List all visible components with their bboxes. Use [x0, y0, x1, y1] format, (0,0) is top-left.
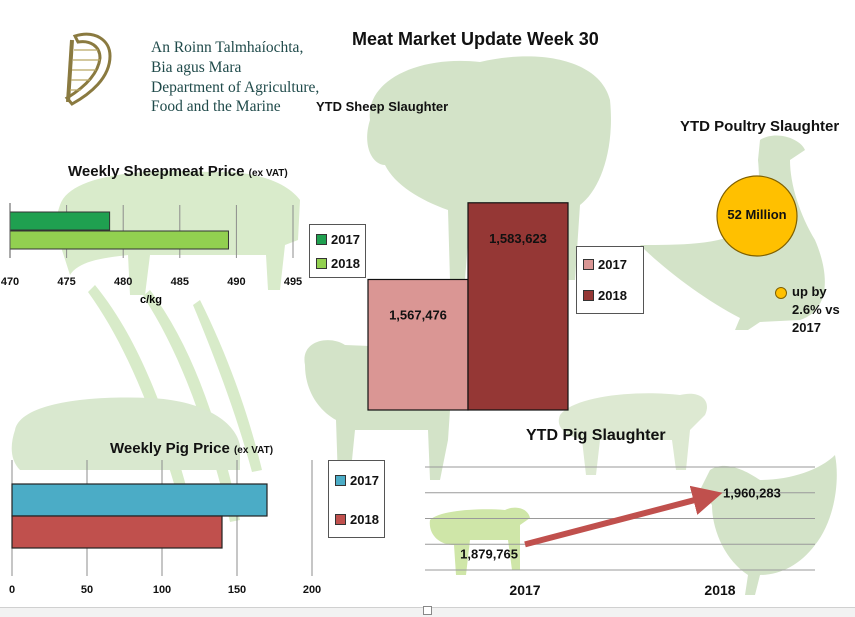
x-tick-label: 100 [152, 584, 172, 596]
x-tick-label: 0 [8, 584, 16, 596]
bar-2017 [11, 483, 268, 517]
data-label-2018: 1,960,283 [723, 486, 781, 501]
logo-line-2: Bia agus Mara [151, 59, 242, 76]
poultry-bubble-label: 52 Million [727, 207, 787, 222]
data-label-2017: 1,567,476 [389, 307, 447, 322]
x-tick-label: 50 [80, 584, 94, 596]
x-tick-label: 475 [57, 276, 76, 288]
pig-legend-2018: 2018 [335, 512, 379, 527]
sheep-silhouette-icon [367, 56, 611, 281]
bar-2017 [9, 211, 111, 231]
poultry-note-line-1: up by [792, 284, 827, 299]
x-tick-label: 480 [114, 276, 133, 288]
x-category-label: 2017 [509, 582, 540, 598]
poultry-note-dot-icon [775, 287, 787, 299]
poultry-bubble-circle [716, 175, 798, 257]
sheepmeat-price-legend: 2017 2018 [309, 224, 366, 278]
bar-2018 [9, 230, 229, 250]
pig-price-title-main: Weekly Pig Price [110, 440, 230, 457]
poultry-note-line-3: 2017 [792, 320, 821, 335]
slaughter-legend-2018: 2018 [583, 288, 627, 303]
hen-silhouette-icon [700, 455, 837, 595]
bar-2018 [11, 515, 223, 549]
slaughter-legend-2017: 2017 [583, 257, 627, 272]
legend-label-2017: 2017 [598, 257, 627, 272]
x-category-label: 2018 [704, 582, 735, 598]
logo-line-1: An Roinn Talmhaíochta, [151, 39, 304, 56]
pig-price-chart [11, 460, 313, 576]
harp-icon [64, 32, 112, 106]
legend-label-2017: 2017 [331, 232, 360, 247]
logo-line-4: Food and the Marine [151, 98, 281, 115]
poultry-bubble [716, 175, 798, 257]
bar-2017 [367, 278, 469, 411]
sheepmeat-price-title: Weekly Sheepmeat Price (ex VAT) [68, 163, 288, 180]
sheepmeat-legend-2018: 2018 [316, 256, 360, 271]
legend-label-2017: 2017 [350, 473, 379, 488]
sheepmeat-price-title-main: Weekly Sheepmeat Price [68, 163, 245, 180]
x-tick-label: 490 [227, 276, 246, 288]
sheep-small-silhouette-icon [558, 393, 708, 475]
pig-silhouette-icon [11, 397, 240, 470]
pig-slaughter-title: YTD Pig Slaughter [526, 427, 666, 444]
x-tick-label: 470 [0, 276, 20, 288]
sheepmeat-price-title-suffix: (ex VAT) [248, 168, 288, 179]
legend-swatch-2017 [583, 259, 594, 271]
lamb-small-silhouette-icon [429, 507, 530, 575]
x-tick-label: 150 [227, 584, 247, 596]
sheepmeat-legend-2017: 2017 [316, 232, 360, 247]
page-title: Meat Market Update Week 30 [352, 29, 599, 49]
legend-label-2018: 2018 [598, 288, 627, 303]
legend-swatch-2018 [316, 258, 327, 270]
logo-line-3: Department of Agriculture, [151, 79, 320, 96]
sheepmeat-price-chart [9, 203, 294, 258]
legend-swatch-2017 [335, 475, 346, 487]
data-label-2018: 1,583,623 [489, 231, 547, 246]
legend-label-2018: 2018 [331, 256, 360, 271]
trend-arrow [524, 485, 723, 548]
legend-label-2018: 2018 [350, 512, 379, 527]
legend-swatch-2017 [316, 234, 327, 246]
pig-price-legend: 2017 2018 [328, 460, 385, 538]
pig-slaughter-chart: 1,879,765 1,960,283 2017 2018 [425, 466, 815, 598]
data-label-2017: 1,879,765 [460, 546, 518, 561]
sheep-slaughter-title: YTD Sheep Slaughter [316, 99, 449, 114]
sheep-slaughter-legend: 2017 2018 [576, 246, 644, 314]
x-tick-label: 200 [302, 584, 322, 596]
poultry-note: up by 2.6% vs 2017 [792, 283, 840, 337]
x-tick-label: 495 [283, 276, 303, 288]
legend-swatch-2018 [335, 514, 346, 526]
sheep-slaughter-chart: 1,567,476 1,583,623 [367, 202, 569, 411]
pig-legend-2017: 2017 [335, 473, 379, 488]
x-tick-label: 485 [170, 276, 189, 288]
poultry-note-line-2: 2.6% vs [792, 302, 840, 317]
poultry-title: YTD Poultry Slaughter [680, 118, 840, 135]
logo: An Roinn Talmhaíochta, Bia agus Mara Dep… [30, 18, 320, 161]
sheepmeat-price-xlabel: c/kg [140, 294, 163, 306]
bar-2018 [467, 202, 569, 411]
legend-swatch-2018 [583, 290, 594, 302]
resize-handle[interactable] [423, 606, 432, 615]
pig-price-title-suffix: (ex VAT) [233, 445, 274, 456]
pig-price-title: Weekly Pig Price (ex VAT) [110, 440, 273, 457]
